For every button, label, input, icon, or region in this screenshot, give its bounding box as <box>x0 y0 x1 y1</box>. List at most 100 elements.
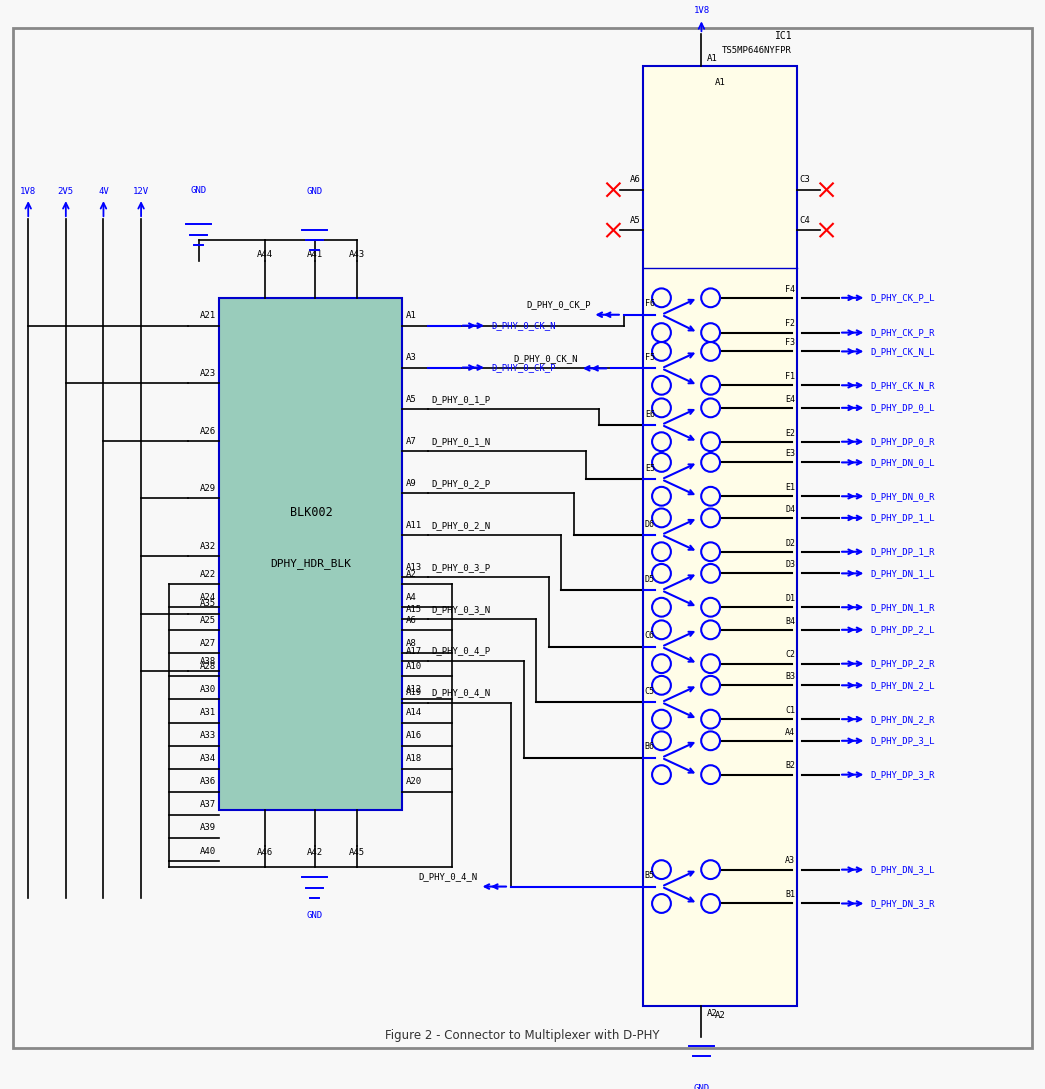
Text: A46: A46 <box>257 848 273 857</box>
Text: A18: A18 <box>405 755 421 763</box>
Text: A24: A24 <box>201 594 216 602</box>
Text: 2V5: 2V5 <box>57 187 74 196</box>
Text: D_PHY_0_CK_P: D_PHY_0_CK_P <box>491 363 556 372</box>
Text: F6: F6 <box>645 299 655 308</box>
Text: A10: A10 <box>405 662 421 671</box>
Text: D_PHY_DN_0_L: D_PHY_DN_0_L <box>870 457 935 467</box>
Text: A16: A16 <box>405 732 421 741</box>
Text: B1: B1 <box>785 891 795 900</box>
Text: D_PHY_DP_3_R: D_PHY_DP_3_R <box>870 770 935 779</box>
Text: D_PHY_0_1_P: D_PHY_0_1_P <box>432 395 491 404</box>
Text: D_PHY_DP_3_L: D_PHY_DP_3_L <box>870 736 935 745</box>
Text: C3: C3 <box>799 175 810 184</box>
Text: B6: B6 <box>645 743 655 751</box>
Text: D_PHY_DN_1_L: D_PHY_DN_1_L <box>870 568 935 578</box>
Text: D5: D5 <box>645 575 655 584</box>
Text: D_PHY_DN_3_L: D_PHY_DN_3_L <box>870 865 935 874</box>
Text: A29: A29 <box>201 485 216 493</box>
Text: B4: B4 <box>785 616 795 625</box>
Text: A37: A37 <box>201 800 216 809</box>
Text: GND: GND <box>306 910 323 920</box>
Text: D_PHY_0_1_N: D_PHY_0_1_N <box>432 437 491 446</box>
Text: A1: A1 <box>715 78 725 87</box>
Text: A45: A45 <box>349 848 365 857</box>
Text: A5: A5 <box>405 395 416 404</box>
Text: A1: A1 <box>706 54 718 63</box>
Text: E5: E5 <box>645 464 655 473</box>
Text: A39: A39 <box>201 823 216 832</box>
Text: E3: E3 <box>785 450 795 458</box>
Text: D_PHY_0_3_N: D_PHY_0_3_N <box>432 604 491 614</box>
Text: A6: A6 <box>630 175 641 184</box>
Text: D_PHY_DP_1_R: D_PHY_DP_1_R <box>870 548 935 556</box>
Text: A17: A17 <box>405 647 421 656</box>
Text: A2: A2 <box>715 1012 725 1020</box>
Text: E2: E2 <box>785 429 795 438</box>
Text: A38: A38 <box>201 657 216 666</box>
Text: A34: A34 <box>201 755 216 763</box>
Text: D_PHY_DP_0_L: D_PHY_DP_0_L <box>870 403 935 413</box>
Text: D_PHY_DN_2_R: D_PHY_DN_2_R <box>870 714 935 724</box>
Text: C2: C2 <box>785 650 795 660</box>
Text: D_PHY_0_2_N: D_PHY_0_2_N <box>432 521 491 530</box>
Text: C5: C5 <box>645 687 655 696</box>
Text: A6: A6 <box>405 616 416 625</box>
Text: D_PHY_0_CK_N: D_PHY_0_CK_N <box>513 354 578 363</box>
Text: 4V: 4V <box>98 187 109 196</box>
Text: A27: A27 <box>201 639 216 648</box>
Text: A44: A44 <box>257 249 273 259</box>
Text: A7: A7 <box>405 437 416 446</box>
Text: A11: A11 <box>405 521 421 530</box>
Text: GND: GND <box>306 187 323 196</box>
Text: D_PHY_0_4_N: D_PHY_0_4_N <box>418 872 478 881</box>
Text: 1V8: 1V8 <box>694 7 710 15</box>
Text: E6: E6 <box>645 409 655 418</box>
Text: D_PHY_DP_0_R: D_PHY_DP_0_R <box>870 437 935 446</box>
Text: E4: E4 <box>785 394 795 404</box>
Text: D_PHY_CK_P_L: D_PHY_CK_P_L <box>870 293 935 303</box>
Text: D_PHY_0_4_N: D_PHY_0_4_N <box>432 688 491 697</box>
Text: C1: C1 <box>785 706 795 715</box>
Text: A9: A9 <box>405 479 416 488</box>
Text: D_PHY_DN_2_L: D_PHY_DN_2_L <box>870 681 935 689</box>
Text: A23: A23 <box>201 369 216 378</box>
Text: A40: A40 <box>201 846 216 856</box>
Text: F4: F4 <box>785 284 795 294</box>
Text: A21: A21 <box>201 311 216 320</box>
Text: 1V8: 1V8 <box>20 187 37 196</box>
Text: F3: F3 <box>785 339 795 347</box>
Text: D_PHY_DP_2_R: D_PHY_DP_2_R <box>870 659 935 669</box>
Text: D4: D4 <box>785 504 795 514</box>
Text: A2: A2 <box>405 570 416 579</box>
Text: GND: GND <box>190 186 207 195</box>
Text: A42: A42 <box>306 848 323 857</box>
Text: D_PHY_0_3_P: D_PHY_0_3_P <box>432 563 491 572</box>
Text: D_PHY_CK_N_R: D_PHY_CK_N_R <box>870 381 935 390</box>
Text: D_PHY_0_4_P: D_PHY_0_4_P <box>432 647 491 656</box>
Text: E1: E1 <box>785 484 795 492</box>
Text: A22: A22 <box>201 570 216 579</box>
Text: D_PHY_DN_1_R: D_PHY_DN_1_R <box>870 602 935 612</box>
Text: A26: A26 <box>201 427 216 436</box>
Text: A43: A43 <box>349 249 365 259</box>
Text: A1: A1 <box>405 311 416 320</box>
Text: A35: A35 <box>201 599 216 609</box>
Text: B2: B2 <box>785 761 795 770</box>
Text: A13: A13 <box>405 563 421 572</box>
Text: GND: GND <box>694 1085 710 1089</box>
Text: DPHY_HDR_BLK: DPHY_HDR_BLK <box>271 559 351 570</box>
Text: A2: A2 <box>706 1010 718 1018</box>
Text: A12: A12 <box>405 685 421 694</box>
Text: D1: D1 <box>785 595 795 603</box>
Text: A4: A4 <box>405 594 416 602</box>
Text: D_PHY_CK_N_L: D_PHY_CK_N_L <box>870 347 935 356</box>
Text: A3: A3 <box>405 353 416 363</box>
Text: A32: A32 <box>201 542 216 551</box>
Text: D_PHY_0_CK_N: D_PHY_0_CK_N <box>491 321 556 330</box>
Text: A20: A20 <box>405 778 421 786</box>
Text: F2: F2 <box>785 319 795 329</box>
Text: B3: B3 <box>785 672 795 681</box>
Text: 12V: 12V <box>133 187 149 196</box>
Text: A33: A33 <box>201 732 216 741</box>
Text: A3: A3 <box>785 856 795 866</box>
